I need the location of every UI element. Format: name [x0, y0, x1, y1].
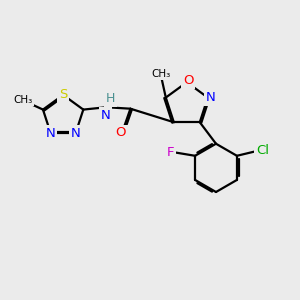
Text: O: O — [183, 74, 194, 87]
Text: F: F — [167, 146, 175, 159]
Text: CH₃: CH₃ — [152, 69, 171, 79]
Text: N: N — [46, 127, 56, 140]
Text: CH₃: CH₃ — [14, 95, 33, 105]
Text: N: N — [205, 91, 215, 104]
Text: N: N — [71, 127, 80, 140]
Text: H: H — [106, 92, 116, 106]
Text: S: S — [59, 88, 67, 101]
Text: O: O — [116, 126, 126, 139]
Text: Cl: Cl — [256, 144, 269, 157]
Text: N: N — [101, 109, 111, 122]
